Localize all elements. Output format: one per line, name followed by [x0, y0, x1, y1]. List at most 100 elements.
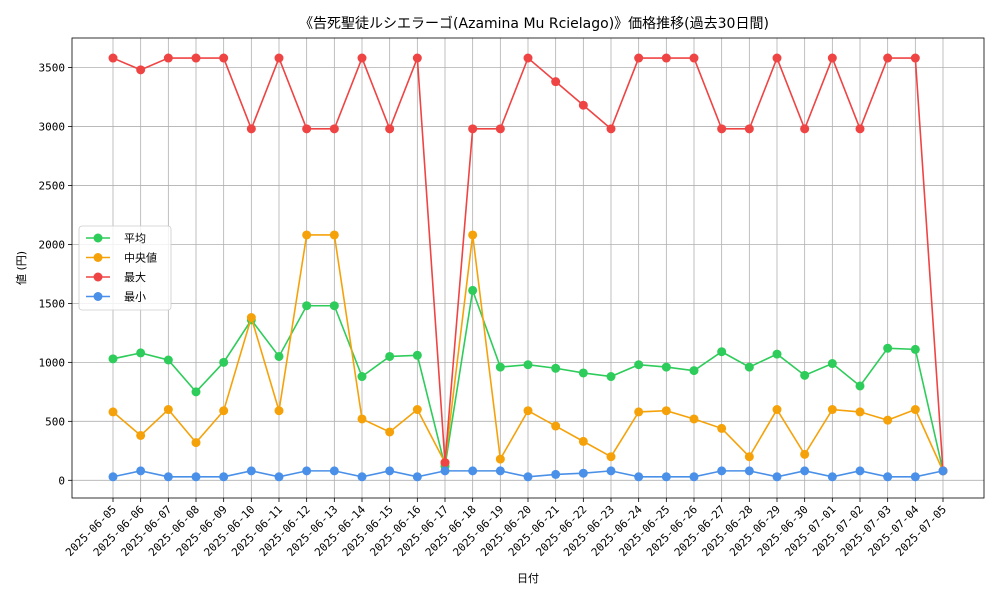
- data-point: [744, 124, 754, 134]
- data-point: [855, 407, 865, 417]
- series-4: [108, 466, 948, 482]
- series-3: [108, 53, 948, 476]
- data-point: [938, 466, 948, 476]
- data-point: [883, 472, 893, 482]
- data-point: [523, 406, 533, 416]
- data-point: [274, 351, 284, 361]
- data-point: [634, 360, 644, 370]
- data-point: [163, 405, 173, 415]
- data-point: [329, 230, 339, 240]
- data-point: [302, 301, 312, 311]
- legend-label: 平均: [124, 232, 146, 245]
- data-point: [578, 468, 588, 478]
- data-point: [827, 53, 837, 63]
- data-point: [910, 53, 920, 63]
- data-point: [440, 458, 450, 468]
- data-point: [163, 53, 173, 63]
- data-point: [855, 124, 865, 134]
- legend-marker: [93, 292, 103, 301]
- data-point: [523, 360, 533, 370]
- data-point: [689, 414, 699, 424]
- data-point: [717, 423, 727, 433]
- data-point: [578, 436, 588, 446]
- data-point: [606, 124, 616, 134]
- y-axis: 0 500 1000 1500 2000 2500 3000 3500: [39, 61, 72, 487]
- legend-marker: [93, 253, 103, 262]
- data-point: [910, 405, 920, 415]
- data-point: [495, 362, 505, 372]
- data-point: [108, 53, 118, 63]
- data-point: [689, 53, 699, 63]
- data-point: [772, 53, 782, 63]
- data-point: [772, 349, 782, 359]
- data-point: [468, 124, 478, 134]
- data-point: [108, 472, 118, 482]
- data-point: [578, 100, 588, 110]
- data-point: [910, 472, 920, 482]
- data-point: [357, 414, 367, 424]
- data-point: [357, 53, 367, 63]
- y-tick-label: 2500: [39, 179, 66, 192]
- x-axis: 2025-06-052025-06-062025-06-072025-06-08…: [63, 498, 949, 559]
- data-point: [136, 466, 146, 476]
- data-point: [302, 124, 312, 134]
- data-point: [412, 472, 422, 482]
- data-point: [551, 77, 561, 87]
- data-point: [108, 354, 118, 364]
- data-point: [661, 53, 671, 63]
- data-point: [412, 350, 422, 360]
- data-point: [827, 405, 837, 415]
- y-tick-label: 3000: [39, 120, 66, 133]
- data-point: [495, 454, 505, 464]
- data-point: [827, 472, 837, 482]
- data-point: [661, 406, 671, 416]
- data-point: [163, 472, 173, 482]
- data-point: [357, 372, 367, 382]
- data-point: [468, 466, 478, 476]
- data-point: [744, 362, 754, 372]
- data-point: [246, 124, 256, 134]
- data-point: [578, 368, 588, 378]
- data-point: [523, 472, 533, 482]
- y-tick-label: 3500: [39, 61, 66, 74]
- data-point: [634, 407, 644, 417]
- data-point: [412, 405, 422, 415]
- data-point: [495, 466, 505, 476]
- data-point: [495, 124, 505, 134]
- series: [108, 53, 948, 482]
- data-point: [634, 53, 644, 63]
- data-point: [108, 407, 118, 417]
- data-point: [302, 230, 312, 240]
- data-point: [772, 472, 782, 482]
- y-axis-label: 値 (円): [15, 251, 28, 285]
- legend-label: 最大: [124, 270, 146, 284]
- data-point: [329, 124, 339, 134]
- data-point: [412, 53, 422, 63]
- data-point: [191, 387, 201, 397]
- series-2: [108, 230, 948, 476]
- legend-box: [78, 225, 172, 311]
- data-point: [191, 53, 201, 63]
- data-point: [246, 466, 256, 476]
- data-point: [551, 363, 561, 373]
- data-point: [606, 466, 616, 476]
- data-point: [551, 421, 561, 431]
- data-point: [717, 124, 727, 134]
- data-point: [329, 301, 339, 311]
- data-point: [606, 372, 616, 382]
- x-axis-label: 日付: [517, 572, 539, 585]
- data-point: [219, 357, 229, 367]
- data-point: [744, 466, 754, 476]
- data-point: [136, 348, 146, 358]
- y-tick-label: 2000: [39, 238, 66, 251]
- data-point: [883, 415, 893, 425]
- data-point: [551, 469, 561, 479]
- data-point: [800, 466, 810, 476]
- data-point: [329, 466, 339, 476]
- data-point: [219, 406, 229, 416]
- legend-marker: [93, 233, 103, 243]
- data-point: [606, 452, 616, 462]
- data-point: [800, 124, 810, 134]
